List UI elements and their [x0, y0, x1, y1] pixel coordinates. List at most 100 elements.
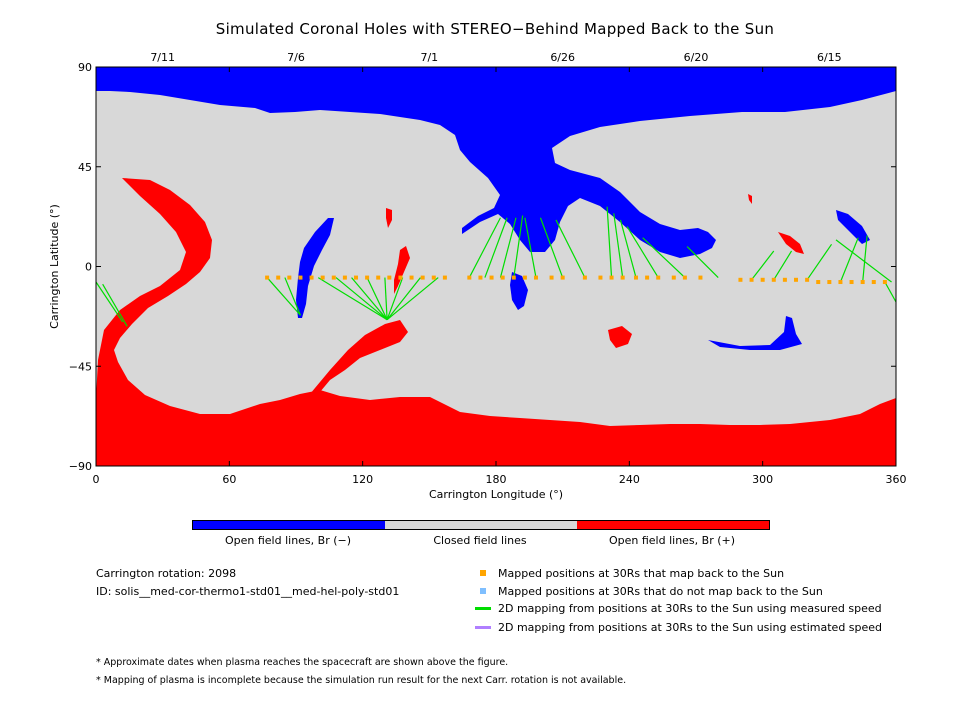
x-tick-label: 120 [352, 473, 373, 486]
positive-patch-4 [608, 326, 632, 348]
note-incomplete: * Mapping of plasma is incomplete becaus… [96, 675, 627, 686]
mapped-point [645, 275, 650, 280]
mapping-line [96, 281, 124, 323]
negative-patch-2 [510, 272, 528, 310]
mapped-point [582, 275, 587, 280]
colorbar-positive [577, 521, 769, 529]
mapped-point [849, 280, 854, 285]
negative-patch-5 [590, 180, 630, 212]
key-mapped-back: Mapped positions at 30Rs that map back t… [498, 567, 785, 580]
mapped-point [549, 275, 554, 280]
mapping-line [266, 277, 301, 316]
mapped-point [309, 275, 314, 280]
not-mapped-back-swatch [480, 588, 486, 594]
mapped-point [276, 275, 281, 280]
mapped-point [511, 275, 516, 280]
key-measured-speed: 2D mapping from positions at 30Rs to the… [498, 602, 882, 615]
mapped-point [365, 275, 370, 280]
mapping-line [619, 219, 637, 278]
mapping-line [499, 217, 517, 278]
mapping-line [386, 277, 404, 320]
mapped-point [442, 275, 447, 280]
mapped-point [609, 275, 614, 280]
negative-patch-1 [296, 218, 334, 318]
colorbar [192, 520, 770, 530]
mapping-line [613, 213, 624, 278]
mapped-point [838, 280, 843, 285]
rotation-info: Carrington rotation: 2098 [96, 567, 237, 580]
date-tick-label: 7/6 [287, 51, 305, 64]
mapping-line [539, 217, 564, 278]
mapped-point [467, 275, 472, 280]
mapped-point [331, 275, 336, 280]
mapped-point [698, 275, 703, 280]
mapping-line [284, 277, 301, 316]
x-tick-label: 60 [222, 473, 236, 486]
mapping-line [351, 277, 388, 321]
estimated-speed-swatch [475, 626, 491, 629]
y-axis-label: Carrington Latitude (°) [48, 204, 61, 329]
x-tick-label: 240 [619, 473, 640, 486]
mapping-line [555, 219, 586, 278]
y-tick-label: 45 [78, 161, 92, 174]
colorbar-label-closed: Closed field lines [433, 534, 527, 547]
note-dates: * Approximate dates when plasma reaches … [96, 657, 509, 668]
mapping-line [386, 277, 421, 321]
mapping-line [642, 237, 686, 279]
south-polar-open-positive-region [96, 178, 896, 466]
positive-patch-1 [386, 208, 392, 228]
mapped-point [342, 275, 347, 280]
mapping-line [839, 237, 859, 283]
mapped-point [860, 280, 865, 285]
mapped-point [782, 277, 787, 282]
mapped-points [265, 275, 887, 285]
mapping-lines [96, 206, 896, 327]
mapped-point [298, 275, 303, 280]
mapping-line [835, 239, 892, 283]
x-tick-label: 300 [752, 473, 773, 486]
mapped-point [871, 280, 876, 285]
colorbar-label-negative: Open field lines, Br (−) [224, 534, 352, 547]
axes: 0 60 120 180 240 300 360 −90 −45 0 45 90 7/11 7/6 7/1 6… [48, 51, 907, 501]
run-id: ID: solis__med-cor-thermo1-std01__med-he… [96, 585, 400, 598]
mapped-point [387, 275, 392, 280]
mapped-point [409, 275, 414, 280]
mapped-point [431, 275, 436, 280]
date-tick-label: 6/26 [550, 51, 575, 64]
mapping-line [317, 277, 388, 321]
colorbar-label-positive: Open field lines, Br (+) [608, 534, 736, 547]
date-tick-label: 6/20 [684, 51, 709, 64]
mapped-point [398, 275, 403, 280]
date-tick-label: 6/15 [817, 51, 842, 64]
positive-patch-2 [394, 246, 410, 294]
positive-patch-5 [748, 194, 752, 204]
x-axis-label: Carrington Longitude (°) [429, 488, 563, 501]
mapped-point [634, 275, 638, 280]
mapped-point [522, 275, 527, 280]
mapping-line [386, 277, 439, 321]
negative-patch-4 [708, 316, 802, 350]
mapping-line [366, 277, 388, 320]
mapped-point [560, 275, 565, 280]
mapped-point [760, 277, 765, 282]
mapping-line [686, 246, 719, 279]
mapped-point [320, 275, 325, 280]
measured-speed-swatch [475, 607, 491, 610]
y-tick-label: 0 [85, 261, 92, 274]
mapped-point [489, 275, 494, 280]
mapping-line [384, 277, 388, 320]
mapped-point [816, 280, 821, 285]
mapped-point [598, 275, 603, 280]
mapped-point [500, 275, 505, 280]
mapped-point [794, 277, 798, 282]
mapped-point [827, 280, 832, 285]
chart-title: Simulated Coronal Holes with STEREO−Behi… [215, 20, 775, 38]
mapping-line [524, 217, 537, 278]
mapped-point [354, 275, 358, 280]
mapping-line [806, 243, 833, 281]
mapping-line [468, 217, 501, 278]
mapped-back-swatch [480, 570, 486, 576]
colorbar-negative [193, 521, 385, 529]
mapped-point [534, 275, 538, 280]
mapped-point [656, 275, 661, 280]
